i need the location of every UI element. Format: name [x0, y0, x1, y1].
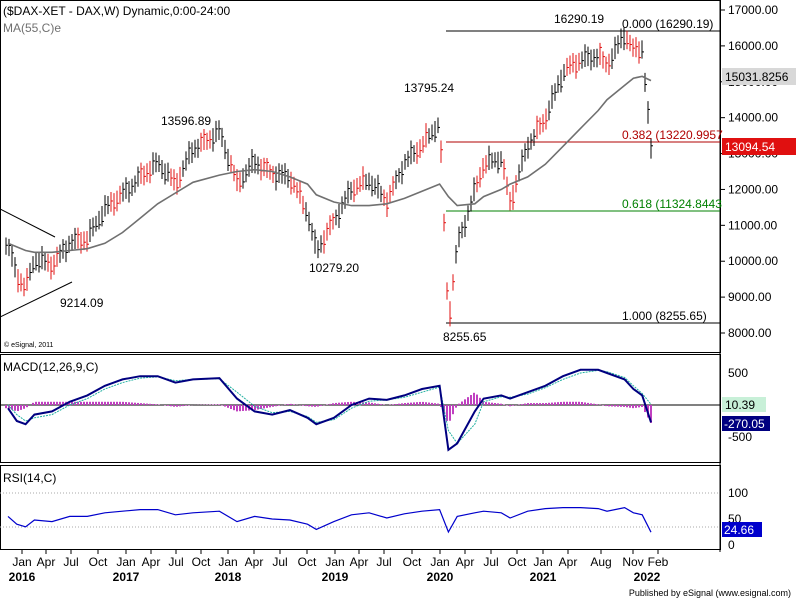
year-label: 2022 [634, 570, 661, 584]
price-value-tag: 13094.54 [725, 140, 775, 154]
month-label: Apr [37, 555, 56, 569]
price-tick-label: 16000.00 [728, 39, 778, 53]
month-label: Jan [218, 555, 237, 569]
rsi-legend: RSI(14,C) [3, 471, 56, 485]
month-label: Jul [63, 555, 78, 569]
price-tick-label: 10000.00 [728, 254, 778, 268]
price-axis: 17000.0016000.0015000.0014000.0013000.00… [720, 3, 778, 340]
ma-value-tag-bg [722, 68, 796, 85]
month-label: Jul [168, 555, 183, 569]
month-label: Jan [430, 555, 449, 569]
month-label: Jan [12, 555, 31, 569]
month-label: Oct [298, 555, 317, 569]
annotation-low-2016: 9214.09 [60, 296, 104, 310]
month-label: Jul [483, 555, 498, 569]
macd-axis: 500 -500 [728, 366, 752, 444]
macd-signal-line [7, 369, 652, 445]
year-label: 2020 [427, 570, 454, 584]
fib-0-label: 0.000 (16290.19) [622, 17, 713, 31]
annotation-high-2021: 16290.19 [554, 12, 604, 26]
fib-100-label: 1.000 (8255.65) [622, 309, 707, 323]
time-axis: Jan Apr Jul Oct Jan Apr Jul Oct Jan Apr Jul Oct Jan A… [9, 550, 669, 584]
trendline-lower [0, 281, 73, 318]
macd-histogram [5, 392, 652, 423]
annotation-high-2018: 13596.89 [161, 114, 211, 128]
rsi-panel-frame [0, 465, 721, 550]
month-label: Jan [116, 555, 135, 569]
ma-legend: MA(55,C)e [3, 21, 61, 35]
year-label: 2016 [9, 570, 36, 584]
macd-value-tag-bg [722, 416, 770, 431]
rsi-tick-label: 100 [728, 486, 748, 500]
month-label: Apr [142, 555, 161, 569]
macd-value-tag: -270.05 [724, 417, 765, 431]
macd-panel-frame [0, 354, 721, 463]
ma55-line [7, 75, 652, 254]
macd-line [7, 368, 652, 452]
month-label: Apr [456, 555, 475, 569]
chart-title: ($DAX-XET - DAX,W) Dynamic,0:00-24:00 [3, 4, 231, 18]
price-value-tag-bg [722, 138, 796, 155]
fib-618-label: 0.618 (11324.8443 [622, 197, 722, 211]
trendline-upper [0, 208, 56, 238]
rsi-value-tag-bg [722, 522, 762, 537]
year-label: 2021 [530, 570, 557, 584]
price-tick-label: 14000.00 [728, 111, 778, 125]
month-label: Oct [403, 555, 422, 569]
price-bars [5, 27, 653, 327]
year-label: 2018 [215, 570, 242, 584]
year-label: 2017 [113, 570, 140, 584]
price-tick-label: 9000.00 [728, 290, 772, 304]
macd-legend: MACD(12,26,9,C) [3, 360, 98, 374]
fib-382-label: 0.382 (13220.9957 [622, 128, 723, 142]
macd-tick-label: -500 [728, 430, 752, 444]
month-label: Aug [590, 555, 611, 569]
publisher-footer: Published by eSignal (www.esignal.com) [628, 588, 791, 598]
month-label: Nov [622, 555, 643, 569]
month-label: Jan [533, 555, 552, 569]
year-label: 2019 [322, 570, 349, 584]
month-label: Apr [245, 555, 264, 569]
macd-signal-tag-bg [722, 397, 766, 412]
price-tick-label: 17000.00 [728, 3, 778, 17]
annotation-high-2020: 13795.24 [404, 81, 454, 95]
price-tick-label: 12000.00 [728, 182, 778, 196]
month-label: Oct [508, 555, 527, 569]
price-tick-label: 8000.00 [728, 326, 772, 340]
annotation-low-2018: 10279.20 [309, 261, 359, 275]
month-label: Apr [350, 555, 369, 569]
month-label: Oct [89, 555, 108, 569]
rsi-value-tag: 24.66 [724, 523, 754, 537]
month-label: Oct [192, 555, 211, 569]
rsi-line [7, 506, 652, 534]
month-label: Feb [648, 555, 669, 569]
month-label: Jul [376, 555, 391, 569]
ma-value-tag: 15031.8256 [725, 70, 789, 84]
annotation-low-2020: 8255.65 [443, 330, 487, 344]
copyright-text: © eSignal, 2011 [4, 341, 54, 349]
month-label: Jan [325, 555, 344, 569]
rsi-tick-label: 0 [728, 538, 735, 552]
macd-signal-tag: 10.39 [725, 398, 755, 412]
macd-tick-label: 500 [728, 366, 748, 380]
month-label: Apr [559, 555, 578, 569]
price-tick-label: 11000.00 [728, 218, 777, 232]
month-label: Jul [272, 555, 287, 569]
